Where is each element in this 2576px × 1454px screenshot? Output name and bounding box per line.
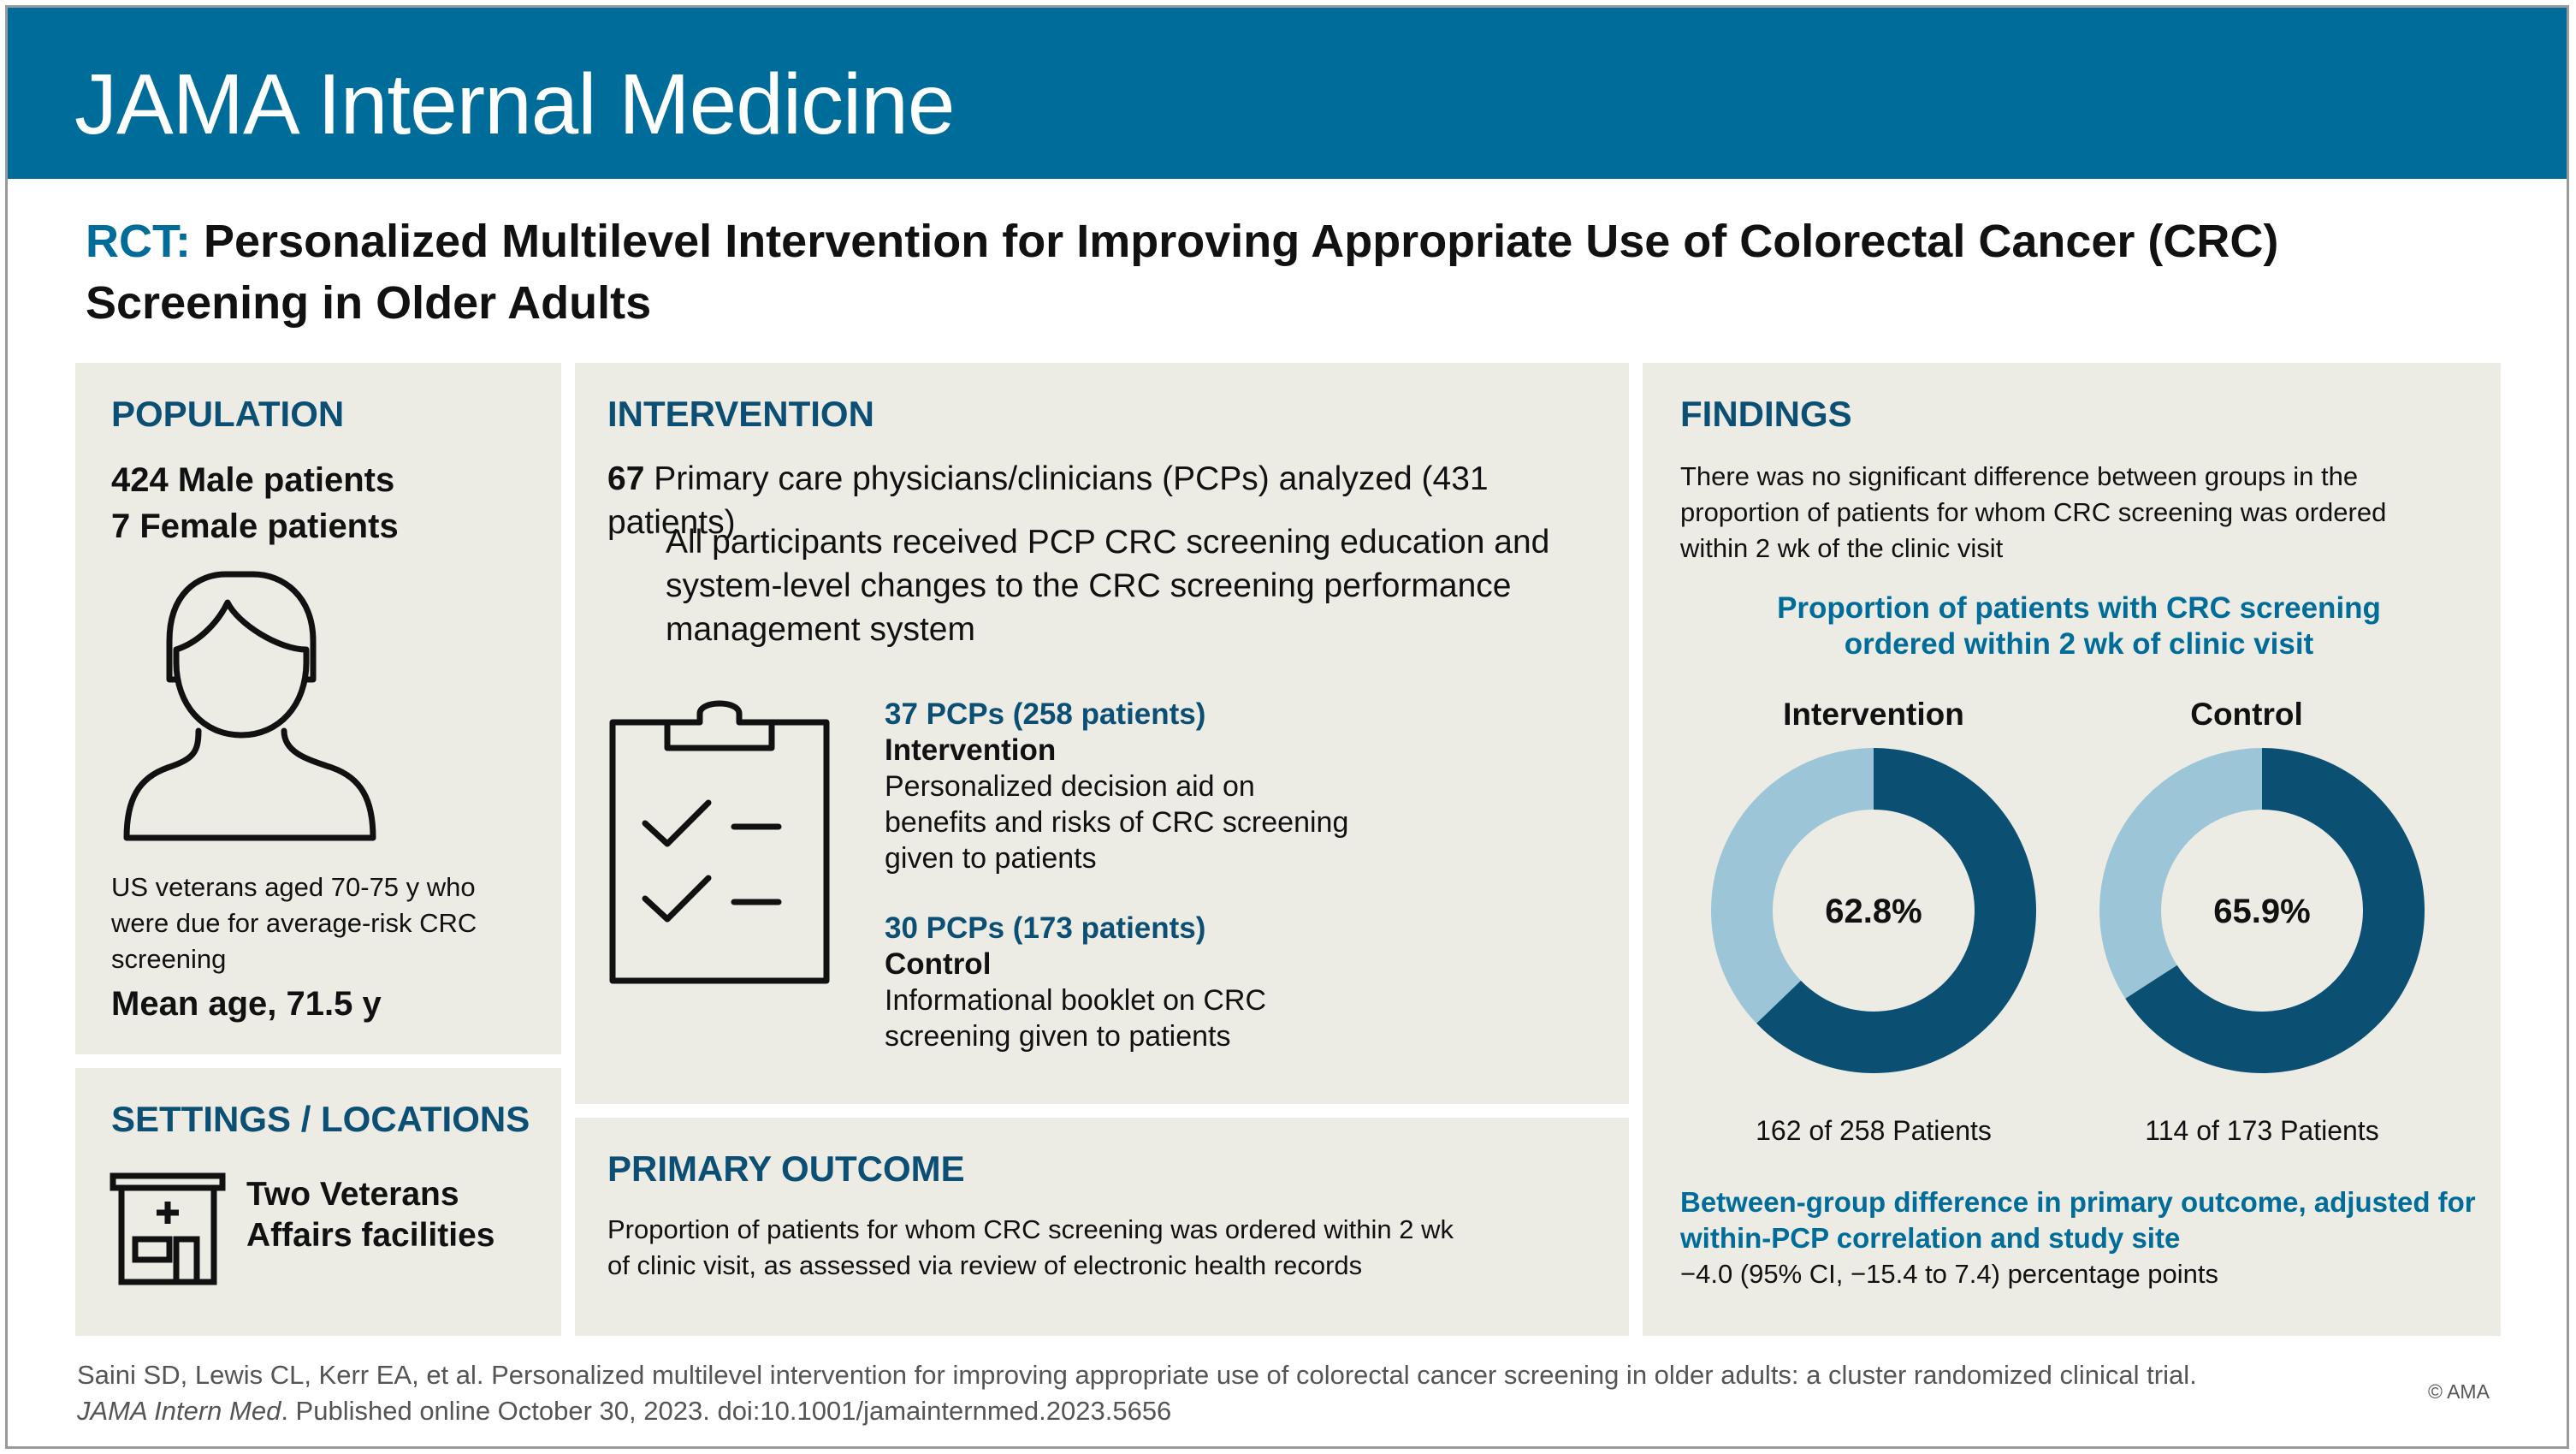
study-title: Personalized Multilevel Intervention for…: [86, 216, 2279, 329]
citation: Saini SD, Lewis CL, Kerr EA, et al. Pers…: [77, 1357, 2197, 1429]
population-panel: POPULATION 424 Male patients 7 Female pa…: [75, 363, 561, 1054]
donut-slice-intervention-ordered: [1756, 748, 2036, 1073]
all-participants-text: All participants received PCP CRC screen…: [666, 524, 1550, 648]
citation-journal: JAMA Intern Med: [77, 1396, 281, 1426]
primary-outcome-panel: PRIMARY OUTCOME Proportion of patients f…: [575, 1118, 1629, 1336]
population-description: US veterans aged 70-75 y who were due fo…: [111, 872, 477, 974]
pcp-total-count: 67: [607, 460, 645, 497]
chart-title: Proportion of patients with CRC screenin…: [1777, 591, 2381, 661]
citation-line1: Saini SD, Lewis CL, Kerr EA, et al. Pers…: [77, 1360, 2197, 1390]
settings-panel: SETTINGS / LOCATIONS Two Veterans Affair…: [75, 1068, 561, 1336]
findings-summary: There was no significant difference betw…: [1680, 461, 2387, 563]
intervention-heading: INTERVENTION: [607, 394, 874, 434]
group2-name: Control: [885, 947, 992, 981]
donut-intervention-name: Intervention: [1783, 697, 1964, 732]
primary-outcome-text: Proportion of patients for whom CRC scre…: [607, 1214, 1454, 1280]
donut-slice-control-ordered: [2125, 748, 2425, 1073]
group1-count: 37 PCPs (258 patients): [885, 697, 1206, 731]
settings-heading: SETTINGS / LOCATIONS: [111, 1099, 530, 1139]
difference-value: −4.0 (95% CI, −15.4 to 7.4) percentage p…: [1680, 1259, 2219, 1289]
group1-name: Intervention: [885, 733, 1057, 767]
infographic-frame: [5, 5, 2569, 1449]
primary-outcome-heading: PRIMARY OUTCOME: [607, 1148, 965, 1189]
findings-panel: FINDINGS There was no significant differ…: [1643, 363, 2501, 1336]
person-icon: [123, 571, 376, 841]
population-heading: POPULATION: [111, 394, 345, 434]
donut-slice-intervention-remaining: [1711, 748, 1874, 1024]
intervention-panel: INTERVENTION 67 Primary care physicians/…: [575, 363, 1629, 1104]
findings-heading: FINDINGS: [1680, 394, 1852, 434]
donut-intervention-caption: 162 of 258 Patients: [1756, 1115, 1992, 1146]
donut-chart-control: 65.9%: [2099, 748, 2425, 1073]
mean-age: Mean age, 71.5 y: [111, 985, 382, 1023]
difference-heading: Between-group difference in primary outc…: [1680, 1186, 2476, 1254]
infographic-title: RCT: Personalized Multilevel Interventio…: [86, 211, 2464, 334]
hospital-icon: [110, 1172, 226, 1285]
study-type-tag: RCT:: [86, 216, 191, 267]
citation-line2: . Published online October 30, 2023. doi…: [281, 1396, 1172, 1426]
group1-description: Personalized decision aid on benefits an…: [885, 770, 1349, 875]
donut-chart-intervention: 62.8%: [1711, 748, 2036, 1073]
donut-control-name: Control: [2190, 697, 2303, 732]
group2-count: 30 PCPs (173 patients): [885, 911, 1206, 945]
journal-name: JAMA Internal Medicine: [74, 56, 955, 152]
citation-line2-wrap: JAMA Intern Med. Published online Octobe…: [77, 1393, 2197, 1429]
donut-label-control: 65.9%: [2213, 893, 2310, 930]
donut-control-caption: 114 of 173 Patients: [2145, 1115, 2379, 1146]
pcp-total-text: Primary care physicians/clinicians (PCPs…: [607, 460, 1489, 541]
female-count: 7 Female patients: [111, 507, 399, 545]
donut-label-intervention: 62.8%: [1825, 893, 1922, 930]
journal-header: JAMA Internal Medicine: [8, 8, 2567, 179]
clipboard-checklist-icon: [609, 700, 830, 984]
male-count: 424 Male patients: [111, 461, 395, 499]
group2-description: Informational booklet on CRC screening g…: [885, 984, 1267, 1053]
copyright: © AMA: [2428, 1380, 2490, 1403]
pcp-total: 67 Primary care physicians/clinicians (P…: [607, 457, 1617, 544]
donut-slice-control-remaining: [2099, 748, 2262, 999]
settings-text: Two Veterans Affairs facilities: [246, 1176, 495, 1254]
